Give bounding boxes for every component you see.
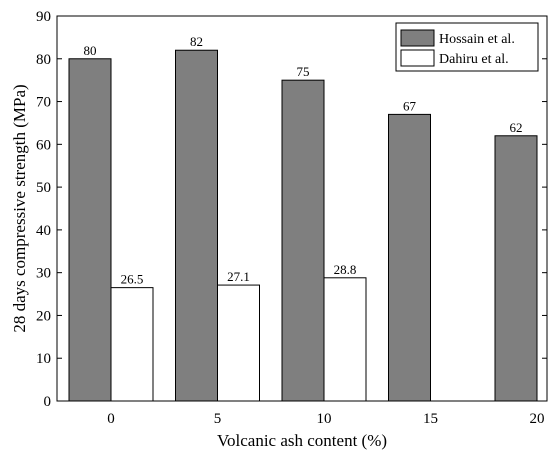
x-tick-label: 15 — [423, 411, 438, 427]
y-tick-label: 60 — [36, 137, 51, 153]
legend-swatch-hossain — [400, 29, 435, 47]
y-axis-label: 28 days compressive strength (MPa) — [10, 84, 29, 332]
y-tick-label: 50 — [36, 180, 51, 196]
data-label-dahiru-5: 27.1 — [227, 269, 250, 284]
x-tick-label: 20 — [530, 411, 545, 427]
x-tick-label: 0 — [107, 411, 115, 427]
bar-hossain-10 — [281, 79, 325, 402]
bar-hossain-0 — [68, 58, 112, 402]
data-labels-group: 80 82 75 67 62 26.5 27.1 28.8 — [84, 34, 523, 286]
bar-dahiru-5 — [217, 284, 260, 402]
y-tick-label: 0 — [44, 394, 52, 410]
bar-hossain-15 — [388, 113, 431, 402]
x-axis-ticks: 0 5 10 15 20 — [107, 396, 545, 427]
data-label-hossain-20: 62 — [510, 120, 523, 135]
y-tick-label: 70 — [36, 95, 51, 111]
legend-label-dahiru: Dahiru et al. — [439, 52, 509, 67]
bar-dahiru-0 — [110, 287, 154, 402]
y-tick-label: 10 — [36, 351, 51, 367]
data-label-hossain-5: 82 — [190, 34, 203, 49]
x-tick-label: 10 — [317, 411, 332, 427]
bars-group — [68, 49, 538, 402]
bar-hossain-20 — [494, 135, 538, 402]
y-tick-label: 80 — [36, 52, 51, 68]
bar-dahiru-10 — [323, 277, 367, 402]
data-label-hossain-10: 75 — [297, 64, 310, 79]
data-label-hossain-0: 80 — [84, 43, 97, 58]
legend-swatch-dahiru — [400, 49, 435, 67]
x-tick-label: 5 — [214, 411, 222, 427]
y-tick-label: 30 — [36, 266, 51, 282]
y-tick-label: 40 — [36, 223, 51, 239]
y-axis-ticks: 0 10 20 30 40 50 60 70 80 90 — [36, 9, 547, 410]
data-label-hossain-15: 67 — [403, 98, 417, 113]
data-label-dahiru-10: 28.8 — [334, 262, 357, 277]
data-label-dahiru-0: 26.5 — [121, 272, 144, 287]
bar-hossain-5 — [175, 49, 218, 402]
legend-label-hossain: Hossain et al. — [439, 32, 515, 47]
x-axis-label: Volcanic ash content (%) — [217, 431, 387, 450]
y-tick-label: 90 — [36, 9, 51, 25]
plot-frame — [56, 15, 548, 402]
y-tick-label: 20 — [36, 308, 51, 324]
legend: Hossain et al. Dahiru et al. — [395, 22, 539, 72]
